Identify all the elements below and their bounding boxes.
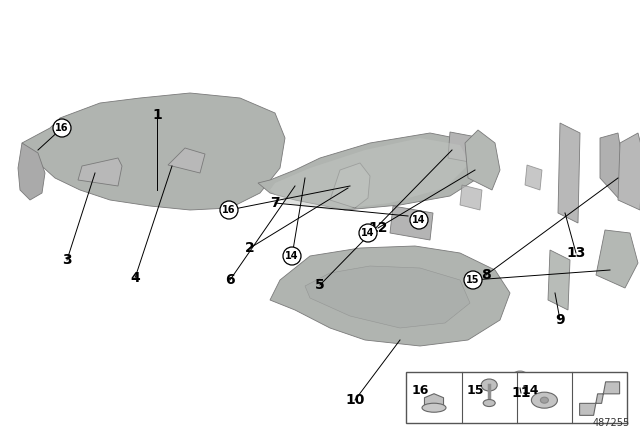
Polygon shape bbox=[22, 93, 285, 210]
Polygon shape bbox=[330, 163, 370, 208]
Polygon shape bbox=[270, 246, 510, 346]
Text: 9: 9 bbox=[555, 313, 565, 327]
Text: 7: 7 bbox=[270, 196, 280, 210]
Polygon shape bbox=[596, 230, 638, 288]
Text: 14: 14 bbox=[522, 384, 540, 397]
Polygon shape bbox=[618, 133, 640, 210]
Polygon shape bbox=[460, 185, 482, 210]
Polygon shape bbox=[600, 133, 622, 200]
Text: 11: 11 bbox=[511, 386, 531, 400]
Text: 8: 8 bbox=[481, 268, 491, 282]
Text: 12: 12 bbox=[368, 221, 388, 235]
Text: 15: 15 bbox=[467, 384, 484, 397]
Text: 13: 13 bbox=[566, 246, 586, 260]
Polygon shape bbox=[448, 132, 482, 164]
Text: 14: 14 bbox=[285, 251, 299, 261]
Polygon shape bbox=[558, 123, 580, 223]
Polygon shape bbox=[580, 382, 620, 415]
Circle shape bbox=[464, 271, 482, 289]
Polygon shape bbox=[424, 394, 444, 410]
Circle shape bbox=[220, 201, 238, 219]
Polygon shape bbox=[270, 138, 470, 210]
Text: 16: 16 bbox=[55, 123, 68, 133]
Polygon shape bbox=[465, 130, 500, 190]
Text: 2: 2 bbox=[245, 241, 255, 255]
Circle shape bbox=[410, 211, 428, 229]
Text: 4: 4 bbox=[130, 271, 140, 285]
Text: 5: 5 bbox=[315, 278, 325, 292]
Text: 6: 6 bbox=[225, 273, 235, 287]
Polygon shape bbox=[168, 148, 205, 173]
Ellipse shape bbox=[540, 397, 548, 403]
Circle shape bbox=[359, 224, 377, 242]
Text: 14: 14 bbox=[412, 215, 426, 225]
Circle shape bbox=[283, 247, 301, 265]
Ellipse shape bbox=[481, 379, 497, 391]
Text: 15: 15 bbox=[467, 275, 480, 285]
Bar bbox=[406, 372, 627, 423]
Polygon shape bbox=[18, 143, 45, 200]
Text: 487255: 487255 bbox=[593, 418, 630, 428]
Polygon shape bbox=[548, 250, 570, 310]
Ellipse shape bbox=[483, 400, 495, 406]
Circle shape bbox=[53, 119, 71, 137]
Polygon shape bbox=[525, 165, 542, 190]
Text: 10: 10 bbox=[346, 393, 365, 407]
Ellipse shape bbox=[422, 403, 446, 412]
Polygon shape bbox=[390, 206, 433, 240]
Text: 3: 3 bbox=[62, 253, 72, 267]
Text: 14: 14 bbox=[361, 228, 375, 238]
Polygon shape bbox=[78, 158, 122, 186]
Ellipse shape bbox=[510, 371, 530, 389]
Polygon shape bbox=[258, 133, 480, 210]
Text: 1: 1 bbox=[152, 108, 162, 122]
Polygon shape bbox=[305, 266, 470, 328]
Text: 16: 16 bbox=[222, 205, 236, 215]
Ellipse shape bbox=[531, 392, 557, 408]
Text: 16: 16 bbox=[412, 384, 429, 397]
